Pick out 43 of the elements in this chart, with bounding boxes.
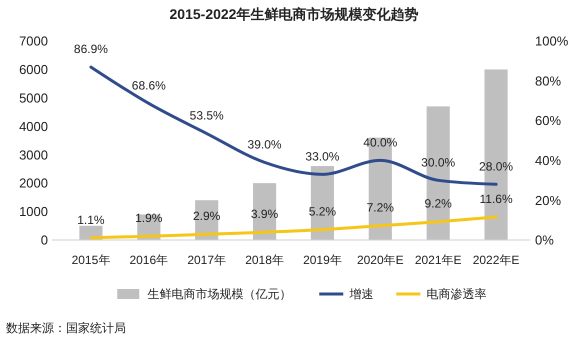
- legend-label: 生鲜电商市场规模（亿元）: [147, 287, 292, 302]
- x-tick-label: 2019年: [303, 253, 342, 267]
- data-label: 53.5%: [190, 108, 224, 123]
- y2-tick-label: 0%: [535, 232, 554, 248]
- chart-title: 2015-2022年生鲜电商市场规模变化趋势: [170, 6, 418, 22]
- data-label: 1.9%: [135, 211, 163, 226]
- data-label: 33.0%: [305, 149, 340, 164]
- data-label: 5.2%: [308, 204, 336, 219]
- x-tick-label: 2021年E: [414, 253, 462, 267]
- data-label: 9.2%: [424, 196, 452, 211]
- y2-tick-label: 40%: [535, 152, 562, 168]
- x-tick-label: 2020年E: [356, 253, 404, 267]
- data-label: 1.1%: [77, 212, 105, 227]
- y2-tick-label: 100%: [535, 34, 569, 49]
- data-label: 2.9%: [193, 209, 221, 224]
- y2-tick-label: 20%: [535, 192, 562, 208]
- data-label: 39.0%: [248, 137, 282, 152]
- x-tick-label: 2016年: [129, 253, 168, 267]
- data-label: 28.0%: [479, 159, 514, 174]
- y2-tick-label: 60%: [535, 113, 562, 128]
- y-tick-label: 5000: [19, 90, 48, 106]
- y-tick-label: 6000: [19, 62, 48, 77]
- y-tick-label: 7000: [19, 34, 48, 49]
- data-label: 40.0%: [363, 135, 398, 150]
- legend-label: 电商渗透率: [426, 287, 486, 302]
- data-label: 86.9%: [74, 42, 108, 56]
- y-tick-label: 2000: [19, 176, 48, 191]
- y-tick-label: 3000: [19, 147, 48, 162]
- data-label: 11.6%: [479, 192, 513, 206]
- x-tick-label: 2022年E: [472, 253, 520, 267]
- x-tick-label: 2018年: [245, 253, 284, 267]
- x-tick-label: 2017年: [187, 253, 226, 267]
- data-label: 3.9%: [250, 207, 279, 222]
- y-tick-label: 0: [40, 232, 48, 248]
- source-note: 数据来源：国家统计局: [6, 321, 126, 335]
- y2-tick-label: 80%: [535, 73, 562, 88]
- data-label: 68.6%: [132, 78, 166, 92]
- x-tick-label: 2015年: [72, 253, 110, 267]
- data-label: 30.0%: [421, 155, 456, 170]
- y-tick-label: 1000: [19, 204, 48, 220]
- data-label: 7.2%: [366, 200, 394, 215]
- y-tick-label: 4000: [19, 118, 48, 134]
- legend-label: 增速: [348, 287, 374, 302]
